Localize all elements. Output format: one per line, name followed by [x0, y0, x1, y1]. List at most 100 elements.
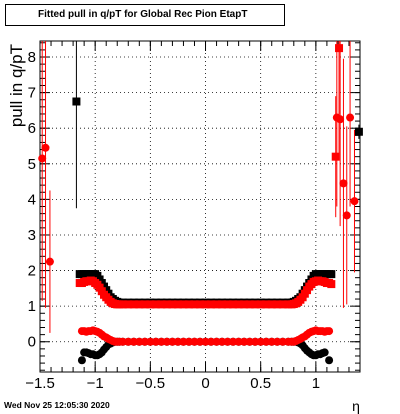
y-tick-label: 1 — [28, 298, 36, 315]
data-point-circle — [342, 211, 351, 220]
data-point-square — [207, 300, 216, 309]
data-point-square — [201, 300, 210, 309]
data-point-square — [179, 300, 188, 309]
y-tick-label: 6 — [28, 120, 36, 137]
data-point-square — [129, 300, 138, 309]
grid-layer — [39, 41, 360, 372]
data-point-circle — [146, 337, 155, 346]
data-point-circle — [196, 337, 204, 346]
data-point-circle — [124, 337, 133, 346]
data-point-square — [223, 300, 232, 309]
data-point-circle — [336, 115, 345, 124]
data-point-square — [262, 300, 271, 309]
data-point-square — [335, 44, 344, 53]
data-point-circle — [190, 337, 199, 346]
data-point-circle — [41, 143, 50, 152]
data-point-circle — [135, 337, 144, 346]
data-point-square — [278, 300, 287, 309]
timestamp: Wed Nov 25 12:05:30 2020 — [4, 400, 110, 410]
y-tick-label: 3 — [28, 227, 36, 244]
y-axis-title: pull in q/pT — [7, 44, 26, 127]
x-tick-label: 1 — [312, 375, 320, 392]
data-point-circle — [140, 337, 149, 346]
data-point-square — [245, 300, 254, 309]
data-point-circle — [168, 337, 177, 346]
data-point-circle — [325, 327, 334, 336]
data-point-square — [229, 300, 238, 309]
data-point-circle — [240, 337, 249, 346]
data-point-circle — [251, 337, 260, 346]
data-point-square — [184, 300, 193, 309]
data-point-square — [256, 300, 265, 309]
data-point-circle — [267, 337, 276, 346]
data-point-square — [173, 300, 182, 309]
data-point-circle — [256, 337, 265, 346]
plot-frame — [39, 40, 361, 373]
y-tick-label: 4 — [28, 191, 36, 208]
data-point-circle — [212, 337, 221, 346]
data-point-square — [118, 300, 127, 309]
data-point-square — [157, 300, 166, 309]
x-tick-label: 0 — [201, 375, 209, 392]
data-point-circle — [325, 356, 334, 365]
y-axis: 0 1 2 3 4 5 6 7 8 — [28, 42, 360, 371]
y-tick-label: 5 — [28, 156, 36, 173]
data-point-square — [218, 300, 227, 309]
data-point-square — [146, 300, 155, 309]
data-point-square — [196, 300, 204, 309]
x-axis-title: η — [352, 398, 360, 414]
data-point-square — [168, 300, 177, 309]
y-tick-label: 0 — [28, 334, 36, 351]
data-point-square — [251, 300, 260, 309]
data-point-circle — [129, 337, 138, 346]
data-point-circle — [346, 113, 355, 122]
data-point-circle — [157, 337, 166, 346]
data-point-circle — [207, 337, 216, 346]
plot-border — [39, 40, 361, 373]
data-point-circle — [273, 337, 282, 346]
data-point-square — [331, 152, 340, 161]
data-point-circle — [184, 337, 193, 346]
data-points — [38, 41, 363, 365]
data-point-square — [135, 300, 144, 309]
data-point-square — [140, 300, 149, 309]
data-point-circle — [201, 337, 210, 346]
data-point-square — [234, 300, 243, 309]
data-point-circle — [229, 337, 238, 346]
data-point-circle — [179, 337, 188, 346]
data-point-square — [273, 300, 282, 309]
data-point-square — [162, 300, 171, 309]
data-point-circle — [38, 154, 47, 163]
data-point-circle — [151, 337, 160, 346]
x-tick-label: −0.5 — [136, 375, 166, 392]
data-point-circle — [234, 337, 243, 346]
data-point-square — [190, 300, 199, 309]
data-point-circle — [45, 257, 54, 266]
x-axis: −1.5 −1 −0.5 0 0.5 1 — [25, 41, 361, 392]
chart-title: Fitted pull in q/pT for Global Rec Pion … — [5, 4, 285, 26]
data-point-square — [124, 300, 133, 309]
data-point-circle — [218, 337, 227, 346]
data-point-circle — [223, 337, 232, 346]
y-tick-label: 2 — [28, 263, 36, 280]
data-point-circle — [77, 356, 86, 365]
data-point-circle — [118, 337, 127, 346]
data-point-square — [72, 97, 81, 106]
data-point-square — [327, 280, 336, 289]
y-tick-label: 8 — [28, 49, 36, 66]
data-point-circle — [245, 337, 254, 346]
data-point-circle — [278, 337, 287, 346]
data-point-circle — [350, 197, 359, 206]
y-tick-label: 7 — [28, 85, 36, 102]
data-point-circle — [339, 179, 348, 188]
x-tick-label: 0.5 — [250, 375, 271, 392]
data-point-circle — [162, 337, 171, 346]
data-point-square — [267, 300, 276, 309]
data-point-square — [151, 300, 160, 309]
data-point-circle — [173, 337, 182, 346]
x-tick-label: −1.5 — [25, 375, 55, 392]
data-point-circle — [262, 337, 271, 346]
data-point-square — [240, 300, 249, 309]
data-point-circle — [320, 348, 329, 357]
